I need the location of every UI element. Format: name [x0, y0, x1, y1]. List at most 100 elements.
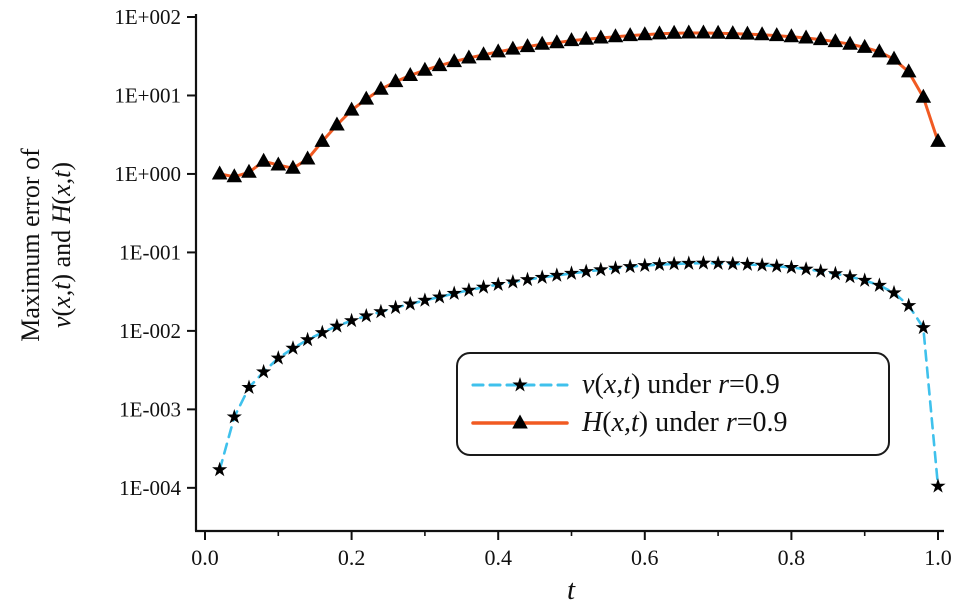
triangle-marker: [886, 50, 902, 65]
star-marker: [915, 319, 931, 335]
star-marker: [637, 257, 653, 272]
triangle-marker: [314, 132, 331, 147]
triangle-marker: [651, 25, 668, 40]
star-marker: [813, 263, 829, 278]
star-marker: [417, 292, 433, 307]
triangle-marker: [856, 38, 873, 53]
triangle-marker: [930, 132, 946, 147]
star-marker: [490, 276, 506, 291]
series-v: [212, 255, 946, 493]
triangle-marker: [871, 43, 888, 58]
star-marker: [695, 255, 711, 270]
star-marker: [651, 256, 668, 271]
star-marker: [212, 461, 228, 477]
star-marker: [505, 274, 521, 289]
legend: v(x,t) under r=0.9 H(x,t) under r=0.9: [456, 352, 890, 456]
triangle-marker: [798, 29, 814, 44]
legend-sample: [471, 377, 569, 392]
star-marker: [256, 363, 272, 379]
star-marker: [512, 377, 528, 392]
star-marker: [681, 255, 697, 270]
star-marker: [622, 258, 638, 274]
star-marker: [593, 261, 609, 277]
triangle-marker: [373, 80, 389, 95]
triangle-marker: [241, 163, 257, 178]
triangle-marker: [329, 116, 345, 131]
tick-label: 0.6: [631, 545, 659, 570]
legend-item-v: v(x,t) under r=0.9: [470, 367, 876, 403]
triangle-marker: [827, 33, 844, 48]
x-axis-title: t: [566, 574, 576, 606]
triangle-marker: [768, 27, 785, 42]
triangle-marker: [695, 24, 712, 39]
triangle-marker: [255, 152, 272, 167]
triangle-marker: [842, 35, 858, 50]
triangle-marker: [285, 159, 301, 174]
tick-label: 0.0: [191, 545, 219, 570]
star-marker: [388, 299, 404, 315]
tick-label: 1E-002: [119, 319, 181, 343]
triangle-marker: [505, 40, 521, 55]
series-H: [211, 24, 946, 183]
series-line: [218, 31, 940, 179]
star-marker: [871, 277, 887, 292]
star-marker: [358, 308, 374, 323]
triangle-marker: [783, 28, 800, 43]
star-marker: [402, 296, 418, 311]
triangle-marker: [754, 26, 770, 41]
triangle-marker: [211, 165, 228, 180]
star-marker: [373, 303, 389, 319]
tick-label: 0.4: [484, 545, 512, 570]
triangle-marker: [607, 28, 624, 43]
tick-label: 0.2: [338, 545, 366, 570]
triangle-marker: [417, 61, 433, 76]
legend-item-H: H(x,t) under r=0.9: [470, 405, 876, 441]
triangle-marker: [431, 57, 448, 72]
star-marker: [534, 269, 550, 284]
star-marker: [329, 318, 345, 333]
star-marker: [578, 263, 594, 278]
star-marker: [754, 257, 770, 272]
tick-label: 1E+001: [114, 83, 181, 107]
triangle-marker: [900, 63, 917, 78]
star-marker: [285, 340, 301, 355]
star-marker: [607, 260, 624, 275]
triangle-marker: [446, 53, 463, 68]
axes: 1E+002 1E+001 1E+000 1E-001 1E-002 1E-003 1E-0…: [114, 5, 951, 570]
triangle-marker: [812, 31, 829, 46]
triangle-marker: [680, 24, 697, 39]
star-marker: [827, 265, 843, 281]
tick-label: 1E+000: [114, 162, 181, 186]
star-marker: [710, 255, 726, 270]
star-marker: [666, 255, 682, 271]
triangle-marker: [490, 43, 506, 58]
star-marker: [901, 297, 917, 313]
legend-label: v(x,t) under r=0.9: [582, 369, 780, 400]
triangle-marker: [593, 29, 609, 44]
star-marker: [798, 261, 814, 276]
triangle-marker: [519, 38, 536, 53]
triangle-marker: [739, 25, 756, 40]
triangle-marker: [402, 66, 419, 81]
triangle-marker: [299, 150, 316, 165]
triangle-marker: [549, 34, 565, 49]
triangle-marker: [724, 25, 741, 40]
star-marker: [270, 350, 286, 365]
triangle-marker: [461, 49, 477, 64]
triangle-marker: [915, 88, 932, 103]
triangle-marker: [387, 73, 404, 88]
star-marker: [842, 268, 858, 284]
triangle-marker: [512, 414, 528, 429]
y-axis-title: Maximum error of v(x,t) and H(x,t): [15, 35, 79, 455]
star-marker: [725, 255, 741, 271]
star-marker: [857, 272, 873, 287]
triangle-marker: [563, 32, 580, 47]
star-marker: [344, 312, 360, 328]
triangle-marker: [534, 35, 550, 50]
star-marker: [432, 289, 448, 304]
y-axis-title-line2: v(x,t) and H(x,t): [47, 161, 76, 329]
legend-label: H(x,t) under r=0.9: [582, 407, 788, 438]
y-axis-title-line1: Maximum error of: [16, 148, 45, 342]
